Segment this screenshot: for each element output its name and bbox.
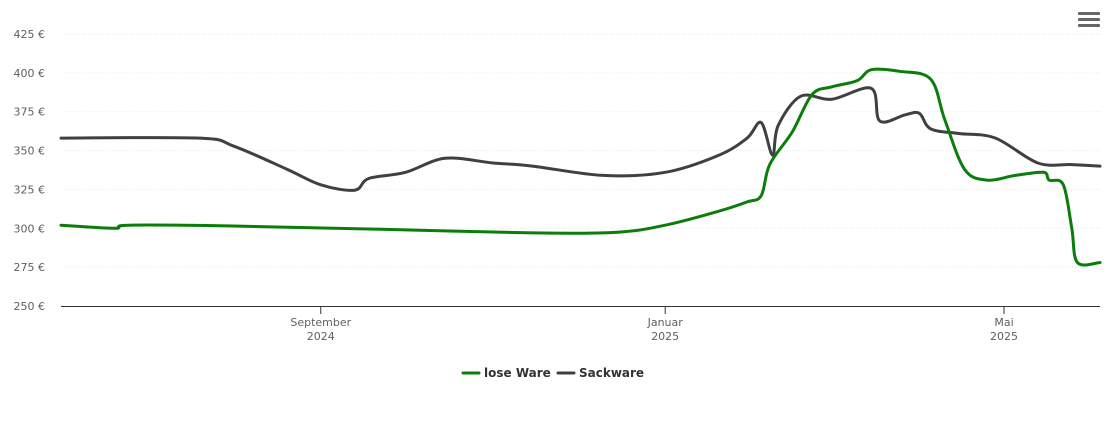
- y-tick-label: 250 €: [14, 300, 46, 313]
- x-tick-label: Mai: [994, 316, 1013, 329]
- y-tick-label: 300 €: [14, 222, 46, 235]
- y-tick-label: 400 €: [14, 67, 46, 80]
- menu-bar: [1078, 18, 1100, 21]
- grid-lines: [61, 33, 1100, 268]
- menu-bar: [1078, 12, 1100, 15]
- y-tick-label: 325 €: [14, 183, 46, 196]
- y-tick-label: 375 €: [14, 106, 46, 119]
- legend-label: lose Ware: [484, 366, 551, 380]
- x-tick-label: Januar: [647, 316, 684, 329]
- y-tick-label: 350 €: [14, 145, 46, 158]
- y-axis-ticks: 425 € 400 € 375 € 350 € 325 € 300 € 275 € 250 €: [14, 28, 46, 313]
- y-tick-label: 275 €: [14, 261, 46, 274]
- legend: lose Ware Sackware: [461, 366, 644, 380]
- series-line-lose-ware[interactable]: [59, 67, 1102, 267]
- series-lines: [59, 67, 1102, 267]
- legend-label: Sackware: [579, 366, 644, 380]
- x-tick-label-year: 2025: [651, 330, 679, 343]
- hamburger-menu-icon[interactable]: [1078, 12, 1100, 32]
- legend-item-lose-ware[interactable]: lose Ware: [461, 366, 551, 380]
- series-line-sackware[interactable]: [59, 86, 1102, 192]
- x-tick-label: September: [290, 316, 351, 329]
- legend-item-sackware[interactable]: Sackware: [556, 366, 644, 380]
- x-tick-label-year: 2024: [307, 330, 335, 343]
- y-tick-label: 425 €: [14, 28, 46, 41]
- x-tick-label-year: 2025: [990, 330, 1018, 343]
- menu-bar: [1078, 24, 1100, 27]
